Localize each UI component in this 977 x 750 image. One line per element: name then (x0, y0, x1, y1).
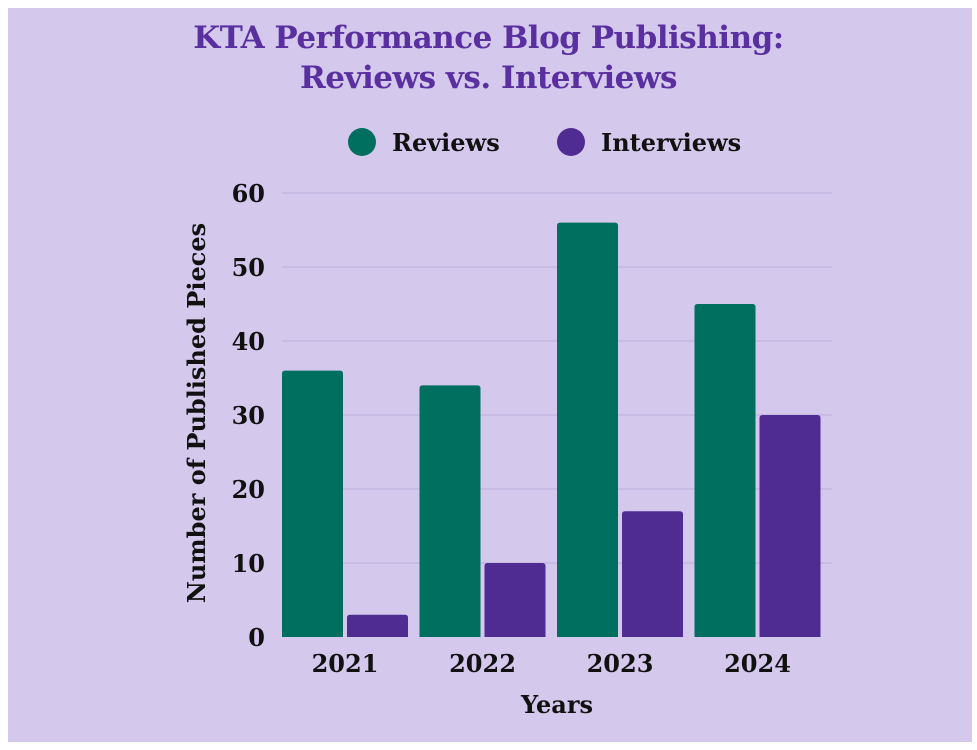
bar-interviews-2022 (484, 563, 546, 637)
chart-title: KTA Performance Blog Publishing: Reviews… (0, 18, 977, 98)
bar-reviews-2021 (282, 370, 343, 637)
legend-label-interviews: Interviews (601, 127, 742, 157)
x-tick-label-2023: 2023 (587, 649, 654, 678)
x-axis-ticks: 2021 2022 2023 2024 (312, 649, 791, 678)
y-tick-label-20: 20 (232, 475, 265, 504)
x-tick-label-2021: 2021 (312, 649, 379, 678)
x-tick-label-2024: 2024 (724, 649, 791, 678)
y-tick-label-0: 0 (248, 623, 265, 652)
x-tick-label-2022: 2022 (449, 649, 516, 678)
bar-reviews-2023 (557, 222, 618, 637)
y-axis-ticks: 0 10 20 30 40 50 60 (232, 179, 265, 652)
y-tick-label-50: 50 (232, 253, 265, 282)
legend-item-reviews: Reviews (348, 122, 500, 162)
y-tick-label-10: 10 (232, 549, 265, 578)
bar-interviews-2024 (759, 415, 821, 637)
chart-title-line-1: KTA Performance Blog Publishing: (193, 20, 784, 56)
bars (282, 222, 821, 637)
y-tick-label-30: 30 (232, 401, 265, 430)
y-axis-label: Number of Published Pieces (182, 223, 211, 603)
bar-reviews-2024 (694, 304, 756, 637)
y-tick-label-60: 60 (232, 179, 265, 208)
y-tick-label-40: 40 (232, 327, 265, 356)
bar-interviews-2023 (622, 511, 683, 637)
bar-interviews-2021 (347, 614, 408, 637)
legend-label-reviews: Reviews (392, 127, 500, 157)
chart-legend: Reviews Interviews (0, 122, 977, 162)
legend-swatch-interviews (557, 128, 585, 156)
chart-title-line-2: Reviews vs. Interviews (299, 60, 678, 96)
legend-item-interviews: Interviews (557, 122, 741, 162)
x-axis-label: Years (520, 690, 593, 719)
bar-reviews-2022 (419, 385, 481, 637)
legend-swatch-reviews (348, 128, 376, 156)
